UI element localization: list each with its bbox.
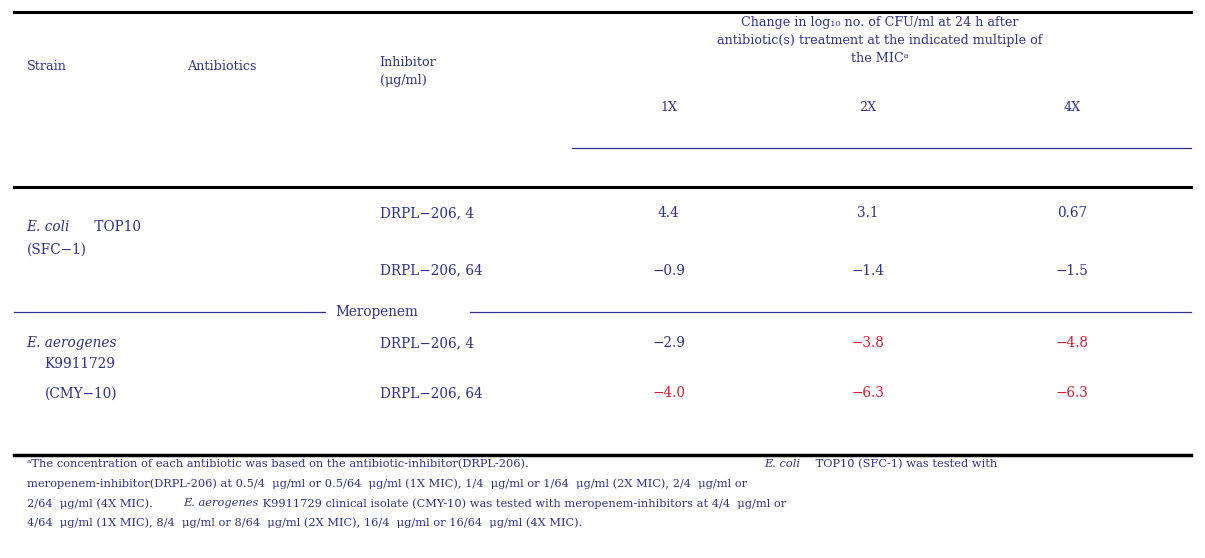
Text: E. coli: E. coli xyxy=(764,459,800,469)
Text: 0.67: 0.67 xyxy=(1058,206,1087,220)
Text: −4.8: −4.8 xyxy=(1056,336,1089,350)
Text: (CMY−10): (CMY−10) xyxy=(45,386,117,401)
Text: meropenem-inhibitor(DRPL-206) at 0.5/4  μg/ml or 0.5/64  μg/ml (1X MIC), 1/4  μg: meropenem-inhibitor(DRPL-206) at 0.5/4 μ… xyxy=(27,479,747,489)
Text: Inhibitor: Inhibitor xyxy=(380,56,436,69)
Text: −2.9: −2.9 xyxy=(652,336,686,350)
Text: (SFC−1): (SFC−1) xyxy=(27,242,87,257)
Text: −6.3: −6.3 xyxy=(1056,386,1089,401)
Text: −6.3: −6.3 xyxy=(851,386,884,401)
Text: 4X: 4X xyxy=(1064,100,1081,114)
Text: DRPL−206, 4: DRPL−206, 4 xyxy=(380,206,474,220)
Text: Strain: Strain xyxy=(27,60,66,74)
Text: (μg/ml): (μg/ml) xyxy=(380,74,427,88)
Text: 2X: 2X xyxy=(859,100,876,114)
Text: 1X: 1X xyxy=(660,100,677,114)
Text: E. coli: E. coli xyxy=(27,219,70,234)
Text: 4.4: 4.4 xyxy=(658,206,680,220)
Text: DRPL−206, 64: DRPL−206, 64 xyxy=(380,263,482,278)
Text: 3.1: 3.1 xyxy=(857,206,878,220)
Text: E. aerogenes: E. aerogenes xyxy=(27,336,117,350)
Text: Antibiotics: Antibiotics xyxy=(187,60,257,74)
Text: Meropenem: Meropenem xyxy=(335,305,418,320)
Text: DRPL−206, 64: DRPL−206, 64 xyxy=(380,386,482,401)
Text: the MICᵃ: the MICᵃ xyxy=(851,52,909,65)
Text: −1.4: −1.4 xyxy=(851,263,884,278)
Text: DRPL−206, 4: DRPL−206, 4 xyxy=(380,336,474,350)
Text: antibiotic(s) treatment at the indicated multiple of: antibiotic(s) treatment at the indicated… xyxy=(717,33,1042,47)
Text: TOP10 (SFC-1) was tested with: TOP10 (SFC-1) was tested with xyxy=(812,459,998,469)
Text: TOP10: TOP10 xyxy=(90,219,141,234)
Text: −3.8: −3.8 xyxy=(851,336,884,350)
Text: K9911729 clinical isolate (CMY-10) was tested with meropenem-inhibitors at 4/4  : K9911729 clinical isolate (CMY-10) was t… xyxy=(259,498,787,508)
Text: ᵃThe concentration of each antibiotic was based on the antibiotic-inhibitor(DRPL: ᵃThe concentration of each antibiotic wa… xyxy=(27,459,531,469)
Text: 4/64  μg/ml (1X MIC), 8/4  μg/ml or 8/64  μg/ml (2X MIC), 16/4  μg/ml or 16/64  : 4/64 μg/ml (1X MIC), 8/4 μg/ml or 8/64 μ… xyxy=(27,518,582,528)
Text: −1.5: −1.5 xyxy=(1056,263,1089,278)
Text: 2/64  μg/ml (4X MIC).: 2/64 μg/ml (4X MIC). xyxy=(27,498,155,508)
Text: K9911729: K9911729 xyxy=(45,357,116,371)
Text: −4.0: −4.0 xyxy=(652,386,686,401)
Text: Change in log₁₀ no. of CFU/ml at 24 h after: Change in log₁₀ no. of CFU/ml at 24 h af… xyxy=(741,16,1018,29)
Text: −0.9: −0.9 xyxy=(652,263,686,278)
Text: E. aerogenes: E. aerogenes xyxy=(183,498,259,508)
